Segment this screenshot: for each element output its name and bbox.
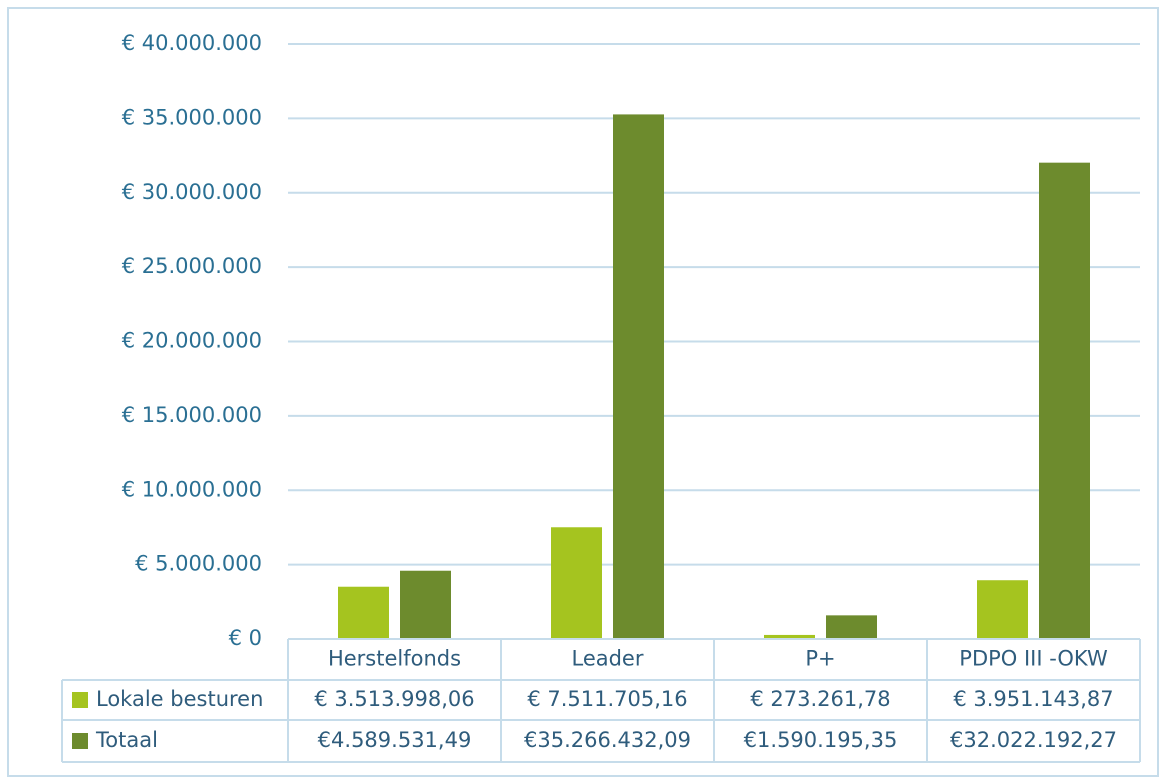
chart-frame xyxy=(7,7,1159,777)
x-tick-label: P+ xyxy=(805,647,835,671)
x-tick-label: PDPO III -OKW xyxy=(959,647,1108,671)
y-tick-label: € 5.000.000 xyxy=(135,552,262,576)
bar xyxy=(613,114,664,640)
legend-key xyxy=(72,692,88,708)
bar xyxy=(551,527,602,639)
y-tick-label: € 40.000.000 xyxy=(122,31,262,55)
legend-label: Lokale besturen xyxy=(96,687,263,711)
bar xyxy=(764,634,815,639)
y-tick-label: € 25.000.000 xyxy=(122,254,262,278)
legend-key xyxy=(72,733,88,749)
data-label: €1.590.195,35 xyxy=(744,728,898,752)
bar xyxy=(826,615,877,639)
data-label: € 7.511.705,16 xyxy=(527,687,687,711)
bar xyxy=(1039,162,1090,639)
bar xyxy=(338,586,389,639)
y-tick-label: € 20.000.000 xyxy=(122,329,262,353)
bar xyxy=(400,570,451,639)
data-label: €35.266.432,09 xyxy=(524,728,691,752)
y-tick-label: € 30.000.000 xyxy=(122,180,262,204)
data-label: € 3.513.998,06 xyxy=(314,687,474,711)
y-tick-label: € 0 xyxy=(229,626,262,650)
y-tick-label: € 10.000.000 xyxy=(122,477,262,501)
data-label: € 273.261,78 xyxy=(750,687,890,711)
data-label: €32.022.192,27 xyxy=(950,728,1117,752)
legend-label: Totaal xyxy=(95,728,158,752)
data-label: €4.589.531,49 xyxy=(318,728,472,752)
x-tick-label: Herstelfonds xyxy=(328,647,461,671)
data-label: € 3.951.143,87 xyxy=(953,687,1113,711)
y-tick-label: € 15.000.000 xyxy=(122,403,262,427)
y-tick-label: € 35.000.000 xyxy=(122,105,262,129)
bar xyxy=(977,580,1028,639)
x-tick-label: Leader xyxy=(571,647,643,671)
